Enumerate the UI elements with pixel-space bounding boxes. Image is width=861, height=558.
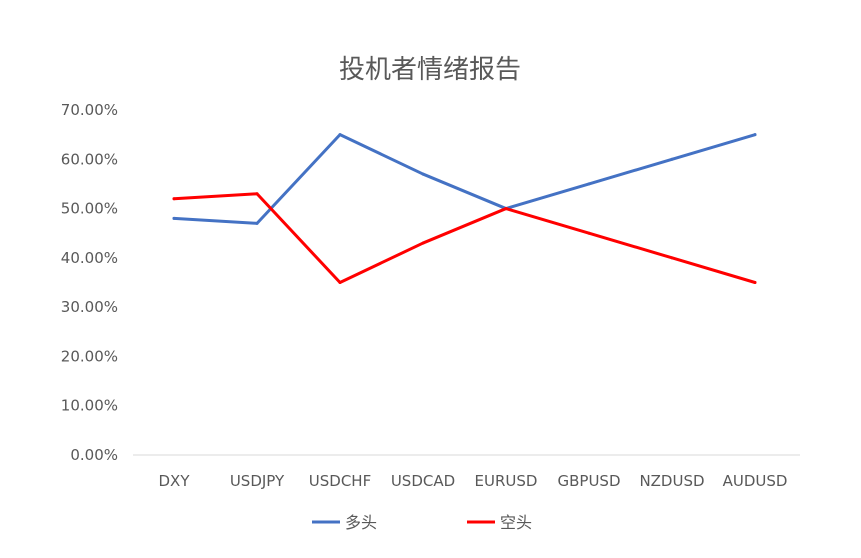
y-tick-label: 10.00% [61, 397, 118, 415]
data-point [587, 231, 591, 235]
x-axis-tick-labels: DXY USDJPY USDCHF USDCAD EURUSD GBPUSD NZDUSD A… [159, 472, 788, 490]
y-tick-label: 0.00% [70, 446, 118, 464]
chart-title: 投机者情绪报告 [339, 55, 521, 85]
data-point [421, 172, 425, 176]
legend: 多头 空头 [312, 513, 532, 532]
y-axis-tick-labels: 0.00% 10.00% 20.00% 30.00% 40.00% 50.00% 60.00… [61, 101, 118, 464]
data-point [753, 281, 757, 284]
data-point [255, 221, 259, 225]
data-point [421, 241, 425, 245]
x-tick-label: GBPUSD [557, 472, 620, 490]
x-tick-label: AUDUSD [723, 472, 788, 490]
data-point [753, 133, 757, 137]
data-point [172, 197, 176, 201]
x-tick-label: NZDUSD [639, 472, 704, 490]
series-lines [172, 133, 757, 284]
data-point [504, 207, 508, 211]
y-tick-label: 30.00% [61, 298, 118, 316]
legend-label: 多头 [345, 513, 377, 532]
data-point [587, 182, 591, 186]
x-tick-label: USDCHF [309, 472, 371, 490]
x-tick-label: USDCAD [391, 472, 455, 490]
legend-label: 空头 [500, 513, 532, 532]
x-tick-label: USDJPY [230, 472, 285, 490]
data-point [338, 281, 342, 284]
data-point [670, 256, 674, 260]
data-point [172, 216, 176, 220]
y-tick-label: 70.00% [61, 101, 118, 119]
series-line-0 [172, 133, 757, 225]
y-tick-label: 20.00% [61, 347, 118, 365]
x-tick-label: EURUSD [475, 472, 538, 490]
y-tick-label: 60.00% [61, 150, 118, 168]
data-point [670, 157, 674, 161]
series-line-1 [172, 192, 757, 284]
y-tick-label: 40.00% [61, 249, 118, 267]
data-point [338, 133, 342, 137]
y-tick-label: 50.00% [61, 200, 118, 218]
data-point [255, 192, 259, 196]
x-tick-label: DXY [159, 472, 191, 490]
